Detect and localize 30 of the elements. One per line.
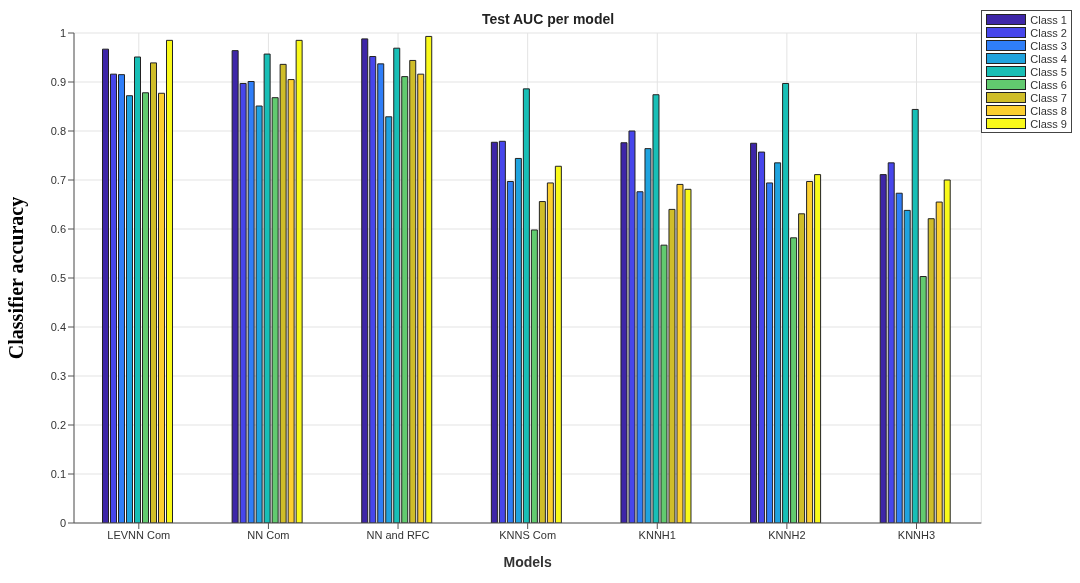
chart-title: Test AUC per model <box>481 11 615 27</box>
y-tick-label: 0.7 <box>50 173 66 186</box>
x-tick-label: KNNH2 <box>768 528 806 541</box>
y-tick-label: 0.5 <box>50 271 66 284</box>
x-tick-label: KNNS Com <box>499 528 557 541</box>
y-tick-label: 0.8 <box>50 124 66 137</box>
legend-label: Class 1 <box>1030 13 1067 26</box>
legend-label: Class 9 <box>1030 117 1067 130</box>
y-tick-label: 0.4 <box>50 320 66 333</box>
x-tick-label: LEVNN Com <box>107 528 171 541</box>
y-tick-label: 0.1 <box>50 467 66 480</box>
x-axis-title: Models <box>503 554 552 570</box>
legend-label: Class 3 <box>1030 39 1067 52</box>
y-tick-label: 0 <box>59 516 66 529</box>
legend-label: Class 8 <box>1030 104 1067 117</box>
y-axis-title: Classifier accuracy <box>5 196 29 360</box>
legend-label: Class 2 <box>1030 26 1067 39</box>
y-tick-label: 0.9 <box>50 75 66 88</box>
legend-label: Class 6 <box>1030 78 1067 91</box>
x-tick-label: NN and RFC <box>366 528 430 541</box>
legend-label: Class 5 <box>1030 65 1067 78</box>
x-tick-label: NN Com <box>247 528 290 541</box>
legend-label: Class 4 <box>1030 52 1067 65</box>
x-tick-label: KNNH3 <box>897 528 936 541</box>
y-tick-label: 0.6 <box>50 222 66 235</box>
y-tick-label: 1 <box>59 26 66 39</box>
legend-label: Class 7 <box>1030 91 1067 104</box>
y-tick-label: 0.3 <box>50 369 66 382</box>
x-tick-label: KNNH1 <box>638 528 676 541</box>
y-tick-label: 0.2 <box>50 418 66 431</box>
